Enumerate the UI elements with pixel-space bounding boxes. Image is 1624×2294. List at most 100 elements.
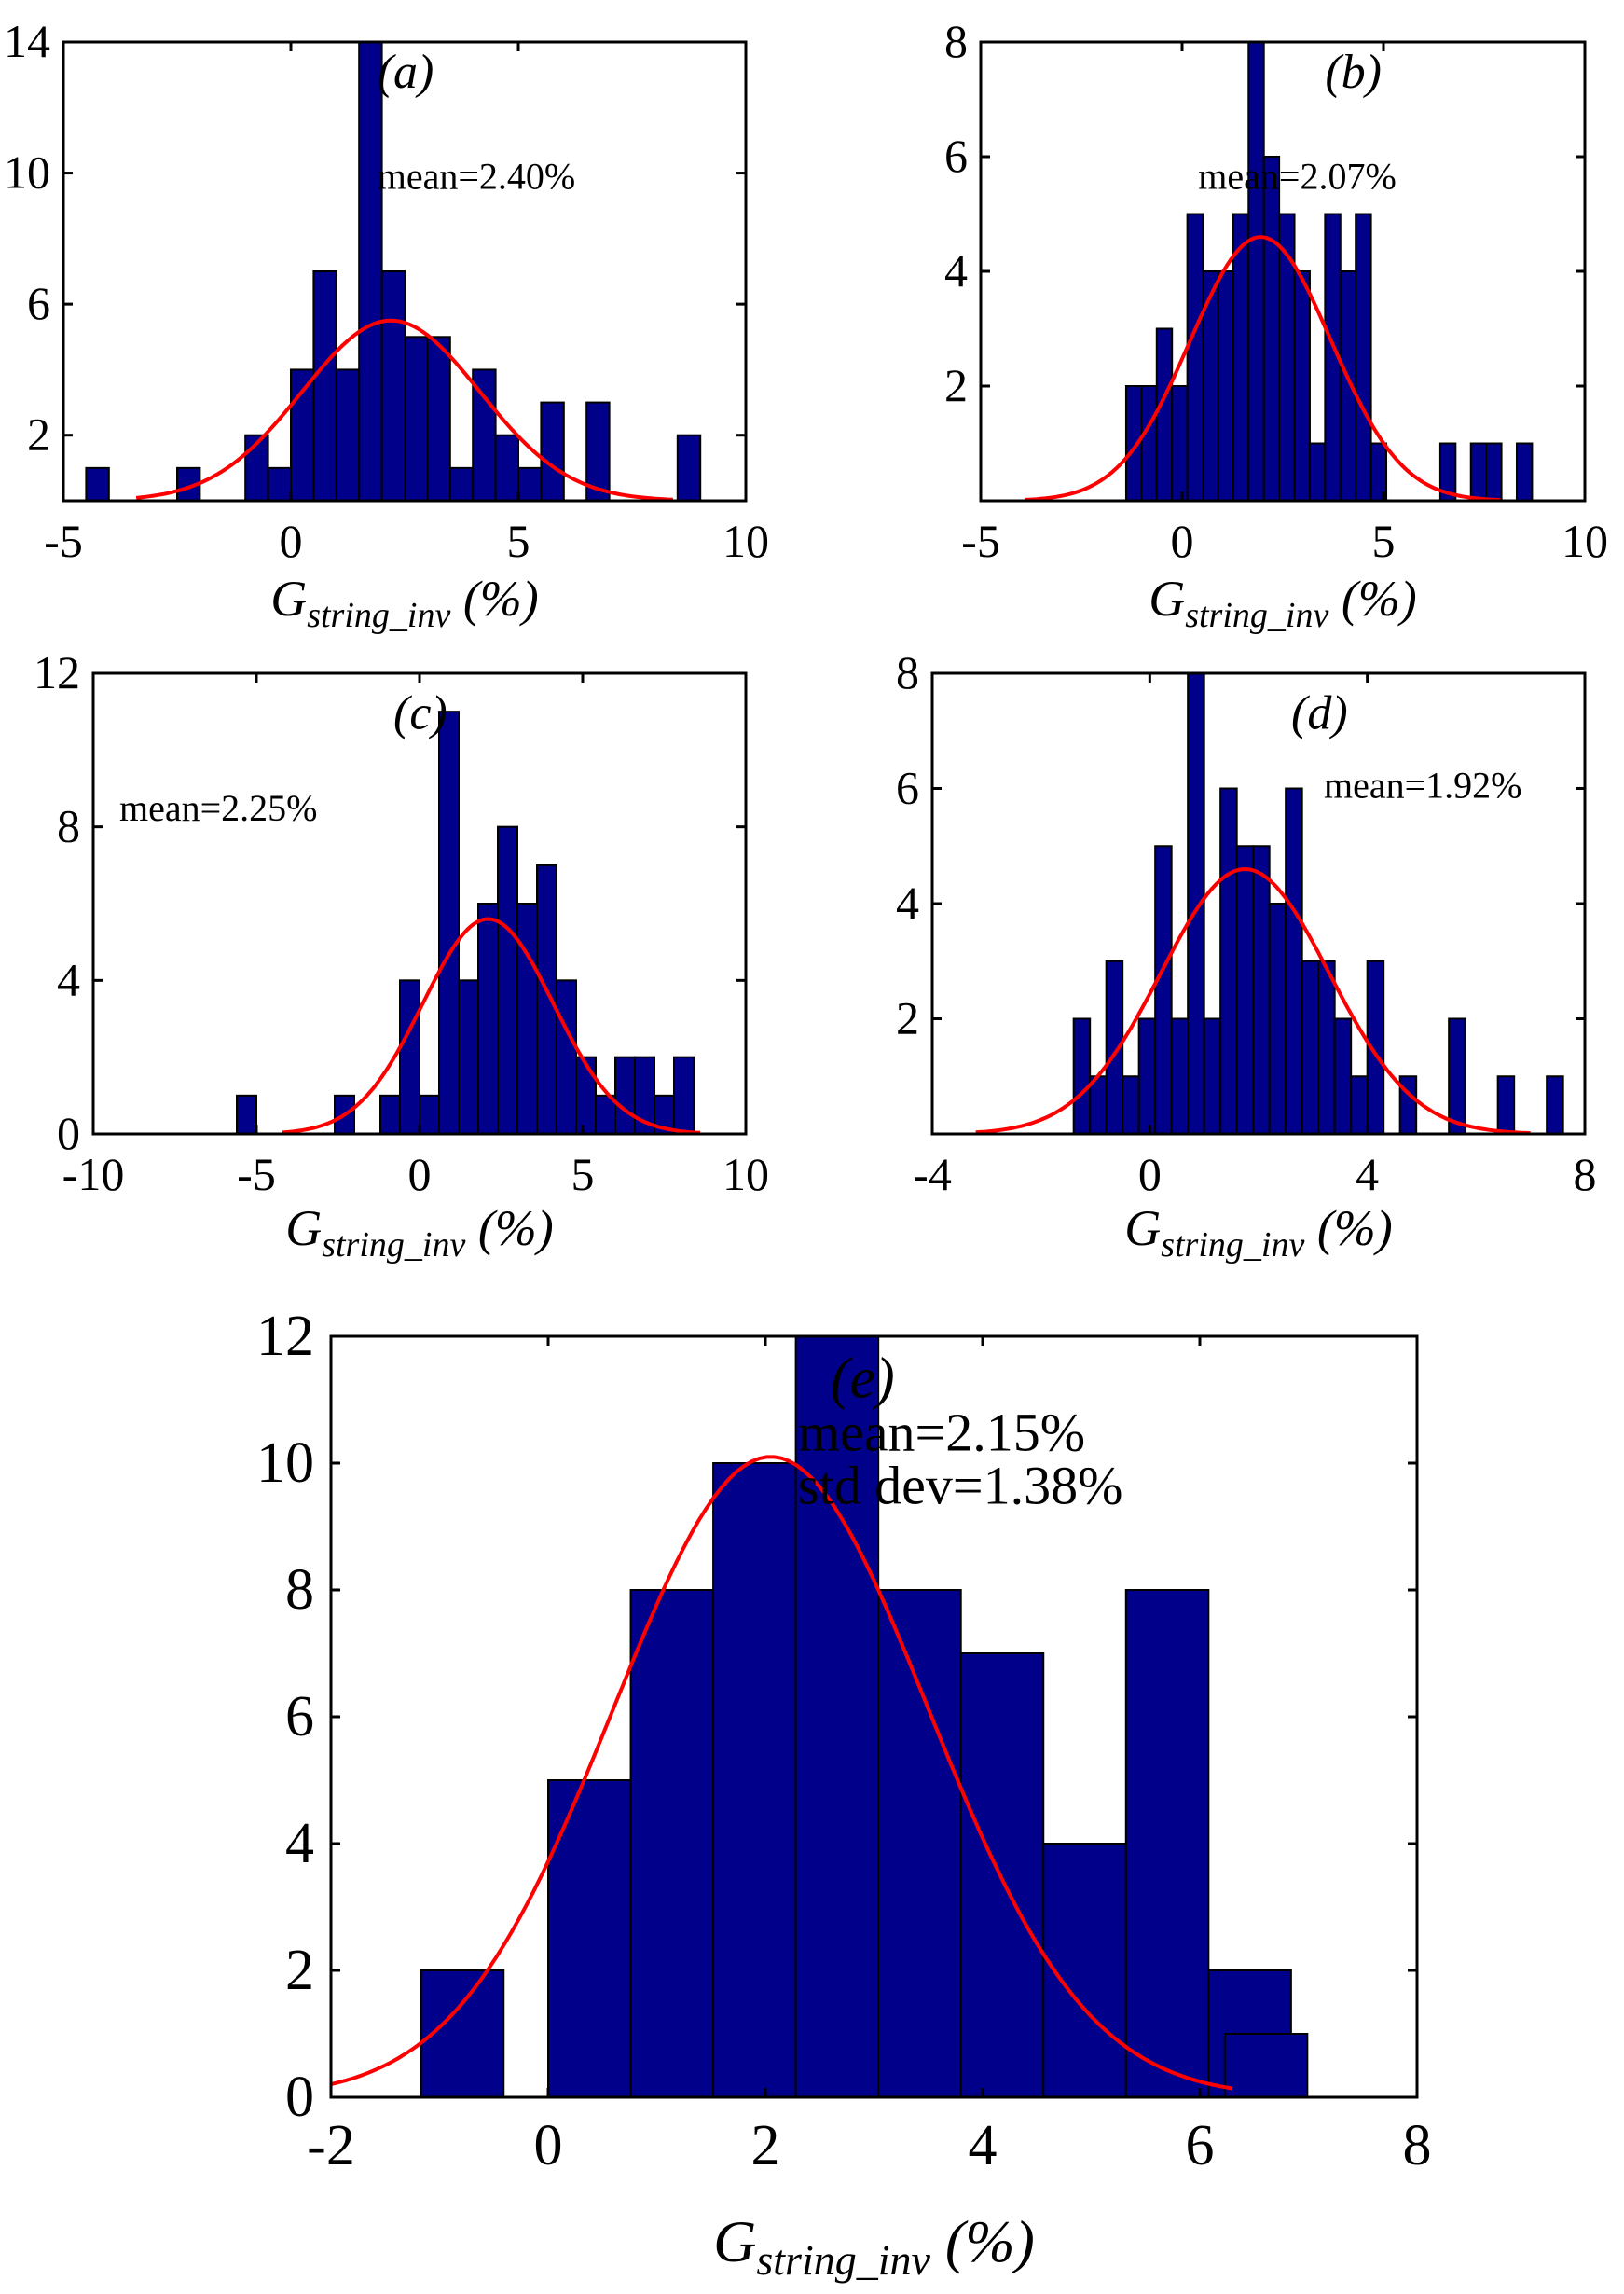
histogram-panel-a: 2 6 10 14 -5 0 5 10 (a) mean=2.40% Gstring_inv (%) <box>4 15 769 635</box>
histogram-panel-c: 0 4 8 12 -10 -5 0 5 10 (c) mean=2.25% Gstring_inv (… <box>34 646 769 1264</box>
normal-fit-curve <box>282 917 701 1135</box>
x-tick-label: 2 <box>751 2114 780 2177</box>
stat-annotation: mean=2.25% <box>119 787 318 829</box>
x-tick-label: 4 <box>969 2114 998 2177</box>
x-tick-label: 0 <box>1171 515 1194 567</box>
histogram-bar <box>404 336 429 502</box>
x-axis-label-unit: (%) <box>450 571 538 627</box>
x-axis-label-main: G <box>1124 1200 1161 1256</box>
histogram-bar <box>1268 903 1287 1135</box>
y-tick-label: 0 <box>57 1107 80 1159</box>
x-axis-label-unit: (%) <box>465 1200 553 1256</box>
x-tick-label: -5 <box>237 1148 276 1200</box>
y-tick-label: 2 <box>944 359 968 411</box>
x-tick-label: 10 <box>1562 515 1608 567</box>
x-tick-label: 5 <box>507 515 530 567</box>
y-tick-label: 2 <box>27 408 50 461</box>
histogram-bar <box>1333 1017 1353 1135</box>
histogram-bar <box>1485 442 1503 502</box>
histogram-bar <box>556 979 577 1136</box>
histogram-bar <box>1293 270 1311 502</box>
histogram-bar <box>477 903 499 1135</box>
histogram-bar <box>1252 845 1271 1135</box>
stat-annotation: mean=1.92% <box>1324 764 1522 806</box>
stat-annotation: mean=2.40% <box>378 155 575 197</box>
histogram-bar <box>575 1056 597 1135</box>
x-axis-label-subscript: string_inv <box>307 596 450 635</box>
histogram-panel-b: 2 4 6 8 -5 0 5 10 (b) mean=2.07% Gstring_inv (%) <box>944 15 1608 635</box>
histogram-bar <box>1247 41 1265 502</box>
normal-fit-curve <box>330 1455 1233 2091</box>
histogram-bar <box>516 903 538 1135</box>
histogram-bar <box>1350 1075 1369 1135</box>
y-tick-label: 8 <box>285 1558 314 1622</box>
histogram-bar <box>335 368 361 502</box>
normal-fit-curve <box>135 318 673 502</box>
histogram-bar <box>1170 1017 1190 1135</box>
histogram-bar <box>1072 1017 1092 1135</box>
x-tick-label: 0 <box>408 1148 432 1200</box>
histogram-bar <box>1546 1075 1564 1135</box>
x-tick-label: -5 <box>44 515 83 567</box>
histogram-bar <box>1317 960 1336 1135</box>
normal-fit-curve <box>1025 235 1501 503</box>
histogram-bar <box>540 401 565 503</box>
x-axis-label-main: G <box>270 571 307 627</box>
x-axis-label-subscript: string_inv <box>756 2236 930 2284</box>
histogram-bar <box>877 1589 962 2098</box>
x-axis-label-unit: (%) <box>1304 1200 1392 1256</box>
histogram-bar <box>673 1056 695 1135</box>
histogram-bar <box>1235 845 1255 1135</box>
y-tick-label: 4 <box>57 953 80 1005</box>
histogram-bar <box>536 864 557 1135</box>
x-tick-label: 5 <box>1372 515 1396 567</box>
x-tick-label: 0 <box>534 2114 563 2177</box>
panel-tag: (d) <box>1291 686 1348 739</box>
x-axis-label: Gstring_inv (%) <box>270 571 539 635</box>
histogram-bar <box>712 1462 797 2098</box>
normal-fit-curve <box>975 866 1531 1136</box>
x-axis-label: Gstring_inv (%) <box>1124 1200 1393 1264</box>
histogram-bar <box>794 1335 880 2098</box>
histogram-bar <box>497 825 518 1136</box>
x-axis-label-subscript: string_inv <box>322 1225 465 1264</box>
histogram-bar <box>1515 442 1534 502</box>
y-tick-label: 8 <box>944 15 968 67</box>
stat-annotation: mean=2.15% <box>798 1402 1085 1462</box>
panel-tag: (e) <box>831 1347 895 1410</box>
histogram-bar <box>494 434 519 503</box>
x-tick-label: 8 <box>1403 2114 1432 2177</box>
histogram-bar <box>1155 327 1174 502</box>
y-tick-label: 2 <box>896 992 919 1044</box>
y-tick-label: 2 <box>285 1939 314 2002</box>
x-tick-label: 0 <box>280 515 303 567</box>
x-tick-label: -5 <box>961 515 1000 567</box>
x-axis-label-unit: (%) <box>1328 571 1416 627</box>
y-tick-label: 8 <box>896 646 919 698</box>
y-tick-label: 6 <box>27 277 50 329</box>
histogram-bar <box>1355 213 1372 502</box>
histogram-bar <box>1203 1017 1222 1135</box>
histogram-bar <box>419 1094 440 1136</box>
x-axis-label-unit: (%) <box>930 2208 1035 2274</box>
y-tick-label: 12 <box>34 646 80 698</box>
x-axis-label: Gstring_inv (%) <box>713 2208 1035 2284</box>
x-axis-label-subscript: string_inv <box>1185 596 1328 635</box>
panel-tag: (a) <box>378 46 434 99</box>
y-tick-label: 6 <box>944 130 968 182</box>
histogram-bar <box>676 434 702 503</box>
x-tick-label: -2 <box>307 2114 355 2177</box>
x-axis-label: Gstring_inv (%) <box>285 1200 554 1264</box>
x-axis-label-main: G <box>713 2208 756 2274</box>
histogram-panel-d: 2 4 6 8 -4 0 4 8 (d) mean=1.92% Gstring_inv (%) <box>896 646 1597 1264</box>
histogram-bar <box>438 711 460 1136</box>
histogram-bar <box>614 1056 636 1135</box>
y-tick-label: 10 <box>4 146 50 199</box>
y-tick-label: 14 <box>4 15 50 67</box>
stat-annotation: mean=2.07% <box>1198 155 1397 197</box>
panel-tag: (b) <box>1325 46 1382 99</box>
histogram-bar <box>1137 1017 1157 1135</box>
x-axis-label: Gstring_inv (%) <box>1149 571 1417 635</box>
